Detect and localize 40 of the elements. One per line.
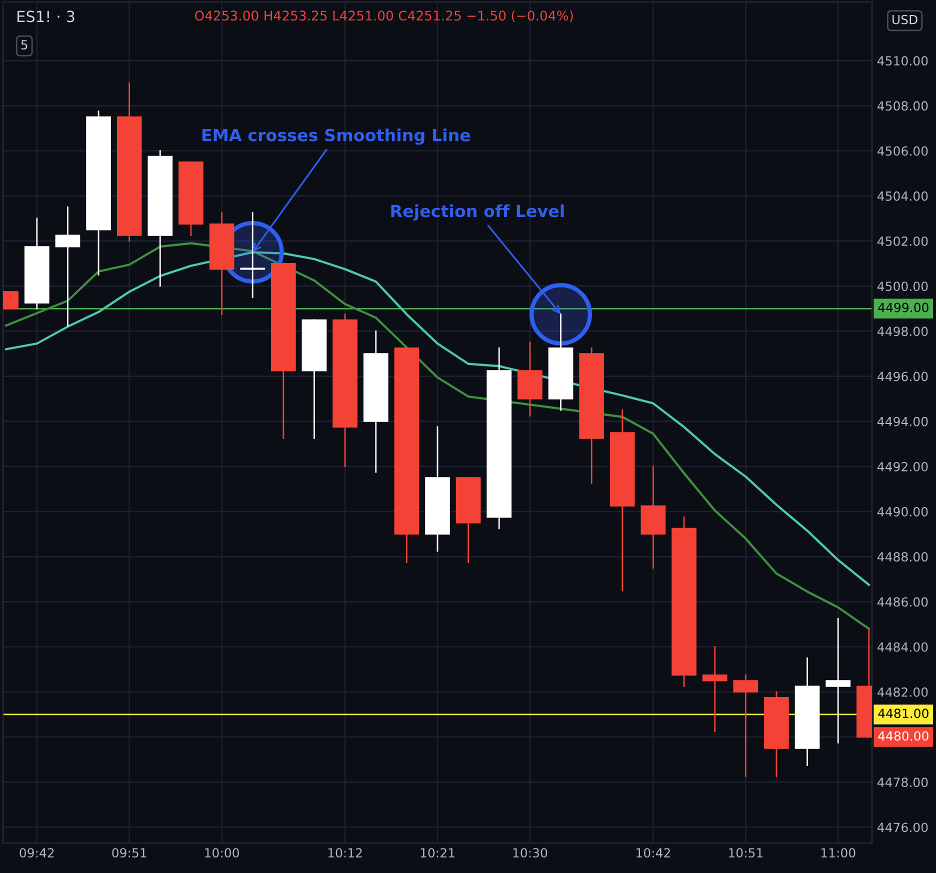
- candlestick: [702, 646, 728, 732]
- y-tick-label: 4506.00: [877, 146, 928, 156]
- ref-line-label: 4499.00: [878, 302, 928, 312]
- annotation: EMA crosses Smoothing Line: [202, 128, 470, 145]
- x-tick-label: 10:51: [729, 848, 763, 858]
- annotation: Rejection off Level: [391, 204, 564, 221]
- y-tick-label: 4500.00: [877, 282, 928, 292]
- x-tick-label: 10:21: [420, 848, 454, 858]
- y-tick-label: 4478.00: [877, 778, 928, 788]
- y-axis-title: USD: [892, 14, 918, 24]
- candlestick: [55, 206, 80, 326]
- annotation: 4480.00: [878, 731, 928, 741]
- y-tick-label: 4502.00: [877, 236, 928, 246]
- candlestick: [240, 212, 266, 298]
- x-tick-label: 09:42: [20, 848, 54, 858]
- annotation: 5: [21, 40, 28, 50]
- x-tick-label: 10:12: [328, 848, 362, 858]
- x-tick-label: 09:51: [112, 848, 146, 858]
- chart-title: ES1! · 3: [18, 10, 74, 22]
- x-tick-label: 10:42: [636, 848, 670, 858]
- y-tick-label: 4484.00: [877, 642, 928, 652]
- y-tick-label: 4508.00: [877, 101, 928, 111]
- candlestick: [733, 674, 758, 778]
- text: O4253.00 H4253.25 L4251.00 C4251.25 −1.50 (−0.04%): [194, 10, 573, 22]
- x-tick-label: 11:00: [821, 848, 856, 858]
- x-tick-label: 10:00: [205, 848, 239, 858]
- y-tick-label: 4488.00: [877, 552, 928, 562]
- x-tick-label: 10:30: [513, 848, 548, 858]
- ref-line-label: 4481.00: [878, 708, 928, 718]
- y-tick-label: 4504.00: [877, 191, 928, 201]
- candlestick: [826, 618, 851, 744]
- y-tick-label: 4498.00: [877, 326, 928, 336]
- y-tick-label: 4476.00: [877, 822, 928, 832]
- y-tick-label: 4496.00: [877, 372, 928, 382]
- y-tick-label: 4510.00: [877, 56, 928, 66]
- y-tick-label: 4492.00: [877, 462, 928, 472]
- y-tick-label: 4490.00: [877, 507, 928, 516]
- y-tick-label: 4482.00: [877, 687, 928, 697]
- y-tick-label: 4486.00: [877, 597, 928, 607]
- y-tick-label: 4494.00: [877, 416, 928, 426]
